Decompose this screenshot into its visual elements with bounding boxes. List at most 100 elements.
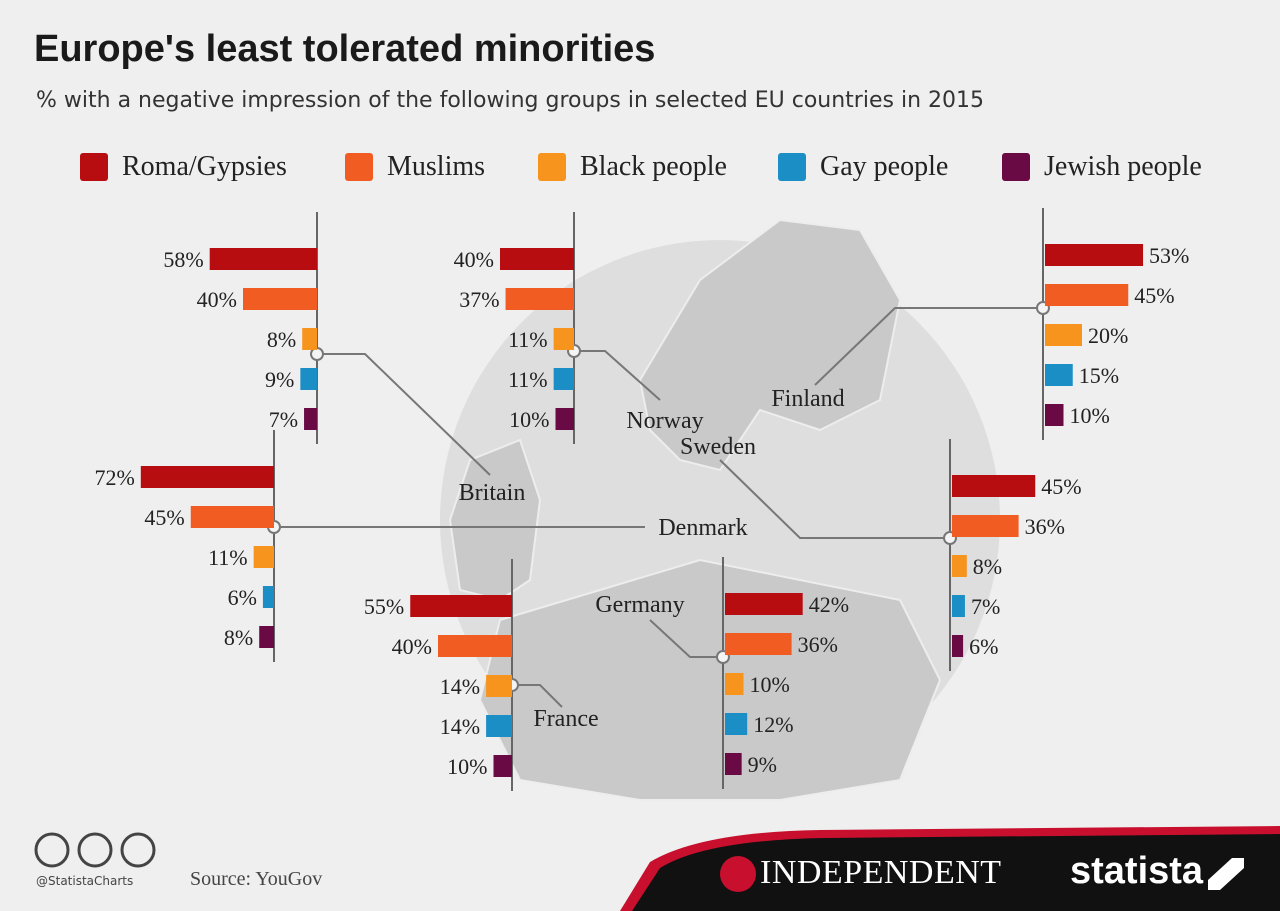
bar-finland-roma-gypsies — [1045, 244, 1144, 266]
bar-norway-black-people — [553, 328, 574, 350]
bar-germany-muslims — [725, 633, 792, 655]
legend-label-gay: Gay people — [820, 151, 949, 182]
bar-sweden-jewish-people — [952, 635, 964, 657]
data-label-germany-roma-gypsies: 42% — [809, 592, 849, 617]
data-label-norway-gay-people: 11% — [508, 367, 548, 392]
bar-sweden-muslims — [952, 515, 1019, 537]
map-britain — [448, 438, 542, 602]
bar-germany-black-people — [725, 673, 744, 695]
connector-norway — [574, 350, 661, 401]
legend-swatch-gay — [778, 153, 806, 181]
data-label-britain-muslims: 40% — [197, 287, 237, 312]
bar-france-gay-people — [486, 715, 512, 737]
bar-britain-gay-people — [300, 368, 317, 390]
bar-germany-roma-gypsies — [725, 593, 803, 615]
data-label-denmark-jewish-people: 8% — [224, 625, 253, 650]
bar-group-france: France 55% 40% 14% 14% 10% — [364, 559, 599, 791]
cc-icon — [34, 832, 70, 868]
bar-group-germany: Germany 42% 36% 10% 12% 9% — [595, 557, 849, 789]
statista-logo-icon — [1208, 858, 1244, 890]
footer-source: Source: YouGov — [190, 868, 323, 890]
data-label-finland-muslims: 45% — [1134, 283, 1174, 308]
map-scandinavia — [638, 218, 902, 472]
bar-norway-gay-people — [553, 368, 574, 390]
data-label-france-roma-gypsies: 55% — [364, 594, 404, 619]
license-icons — [34, 832, 156, 868]
bar-group-britain: Britain 58% 40% 8% 9% 7% — [163, 212, 525, 506]
bar-finland-muslims — [1045, 284, 1129, 306]
bar-finland-jewish-people — [1045, 404, 1064, 426]
data-label-denmark-gay-people: 6% — [228, 585, 257, 610]
bar-finland-gay-people — [1045, 364, 1073, 386]
data-label-denmark-black-people: 11% — [208, 545, 248, 570]
connector-germany — [649, 619, 723, 658]
map-continent — [478, 558, 942, 801]
bar-sweden-gay-people — [952, 595, 965, 617]
bar-norway-jewish-people — [555, 408, 574, 430]
data-label-britain-roma-gypsies: 58% — [163, 247, 203, 272]
country-label-germany: Germany — [595, 592, 684, 618]
bar-denmark-roma-gypsies — [140, 466, 274, 488]
data-label-norway-jewish-people: 10% — [509, 407, 549, 432]
brand-logo: statista — [1070, 850, 1204, 892]
data-label-finland-gay-people: 15% — [1079, 363, 1119, 388]
europe-map — [440, 218, 1000, 801]
data-label-sweden-gay-people: 7% — [971, 594, 1000, 619]
country-label-norway: Norway — [626, 408, 703, 434]
connector-sweden — [719, 459, 950, 539]
bar-group-denmark: Denmark 72% 45% 11% 6% 8% — [94, 430, 748, 662]
data-label-germany-gay-people: 12% — [753, 712, 793, 737]
legend-item-roma: Roma/Gypsies — [80, 150, 287, 184]
data-label-finland-black-people: 20% — [1088, 323, 1128, 348]
legend-item-gay: Gay people — [778, 150, 948, 184]
data-label-germany-jewish-people: 9% — [748, 752, 777, 777]
country-label-sweden: Sweden — [680, 434, 756, 460]
country-label-finland: Finland — [771, 386, 844, 412]
data-label-sweden-jewish-people: 6% — [969, 634, 998, 659]
data-label-sweden-roma-gypsies: 45% — [1041, 474, 1081, 499]
data-label-finland-roma-gypsies: 53% — [1149, 243, 1189, 268]
data-label-denmark-muslims: 45% — [144, 505, 184, 530]
bar-france-roma-gypsies — [410, 595, 512, 617]
data-label-france-muslims: 40% — [392, 634, 432, 659]
bar-denmark-muslims — [190, 506, 274, 528]
chart-title: Europe's least tolerated minorities — [34, 28, 656, 70]
bar-denmark-jewish-people — [259, 626, 274, 648]
footer-credit: @StatistaCharts — [36, 874, 134, 888]
bar-denmark-black-people — [253, 546, 274, 568]
data-label-denmark-roma-gypsies: 72% — [94, 465, 134, 490]
data-label-germany-muslims: 36% — [798, 632, 838, 657]
bar-groups: Britain 58% 40% 8% 9% 7% Norway 40% 37% 11% 11% 10%… — [94, 208, 1189, 791]
connector-france — [512, 684, 563, 708]
country-label-france: France — [533, 706, 598, 732]
bar-france-muslims — [438, 635, 512, 657]
country-label-denmark: Denmark — [658, 515, 747, 541]
data-label-britain-jewish-people: 7% — [269, 407, 298, 432]
bar-germany-gay-people — [725, 713, 748, 735]
bar-norway-muslims — [505, 288, 574, 310]
legend-swatch-muslims — [345, 153, 373, 181]
publisher-logo: INDEPENDENT — [760, 854, 1002, 891]
noderivs-icon — [120, 832, 156, 868]
data-label-france-black-people: 14% — [440, 674, 480, 699]
legend-label-jewish: Jewish people — [1044, 151, 1202, 182]
footer-black-band — [632, 834, 1280, 911]
legend-item-jewish: Jewish people — [1002, 150, 1202, 184]
bar-britain-jewish-people — [304, 408, 317, 430]
bar-france-black-people — [486, 675, 512, 697]
legend-swatch-roma — [80, 153, 108, 181]
legend: Roma/Gypsies Muslims Black people Gay pe… — [80, 150, 1230, 184]
bar-group-sweden: Sweden 45% 36% 8% 7% 6% — [680, 434, 1082, 671]
legend-label-black: Black people — [580, 151, 727, 182]
data-label-france-gay-people: 14% — [440, 714, 480, 739]
data-label-sweden-black-people: 8% — [973, 554, 1002, 579]
legend-item-black: Black people — [538, 150, 727, 184]
bar-britain-roma-gypsies — [209, 248, 317, 270]
bar-group-finland: Finland 53% 45%20% 15% 10% — [771, 208, 1189, 440]
country-label-britain: Britain — [459, 480, 526, 506]
data-label-britain-gay-people: 9% — [265, 367, 294, 392]
chart-subtitle: % with a negative impression of the foll… — [36, 88, 984, 113]
bar-germany-jewish-people — [725, 753, 742, 775]
data-label-sweden-muslims: 36% — [1025, 514, 1065, 539]
